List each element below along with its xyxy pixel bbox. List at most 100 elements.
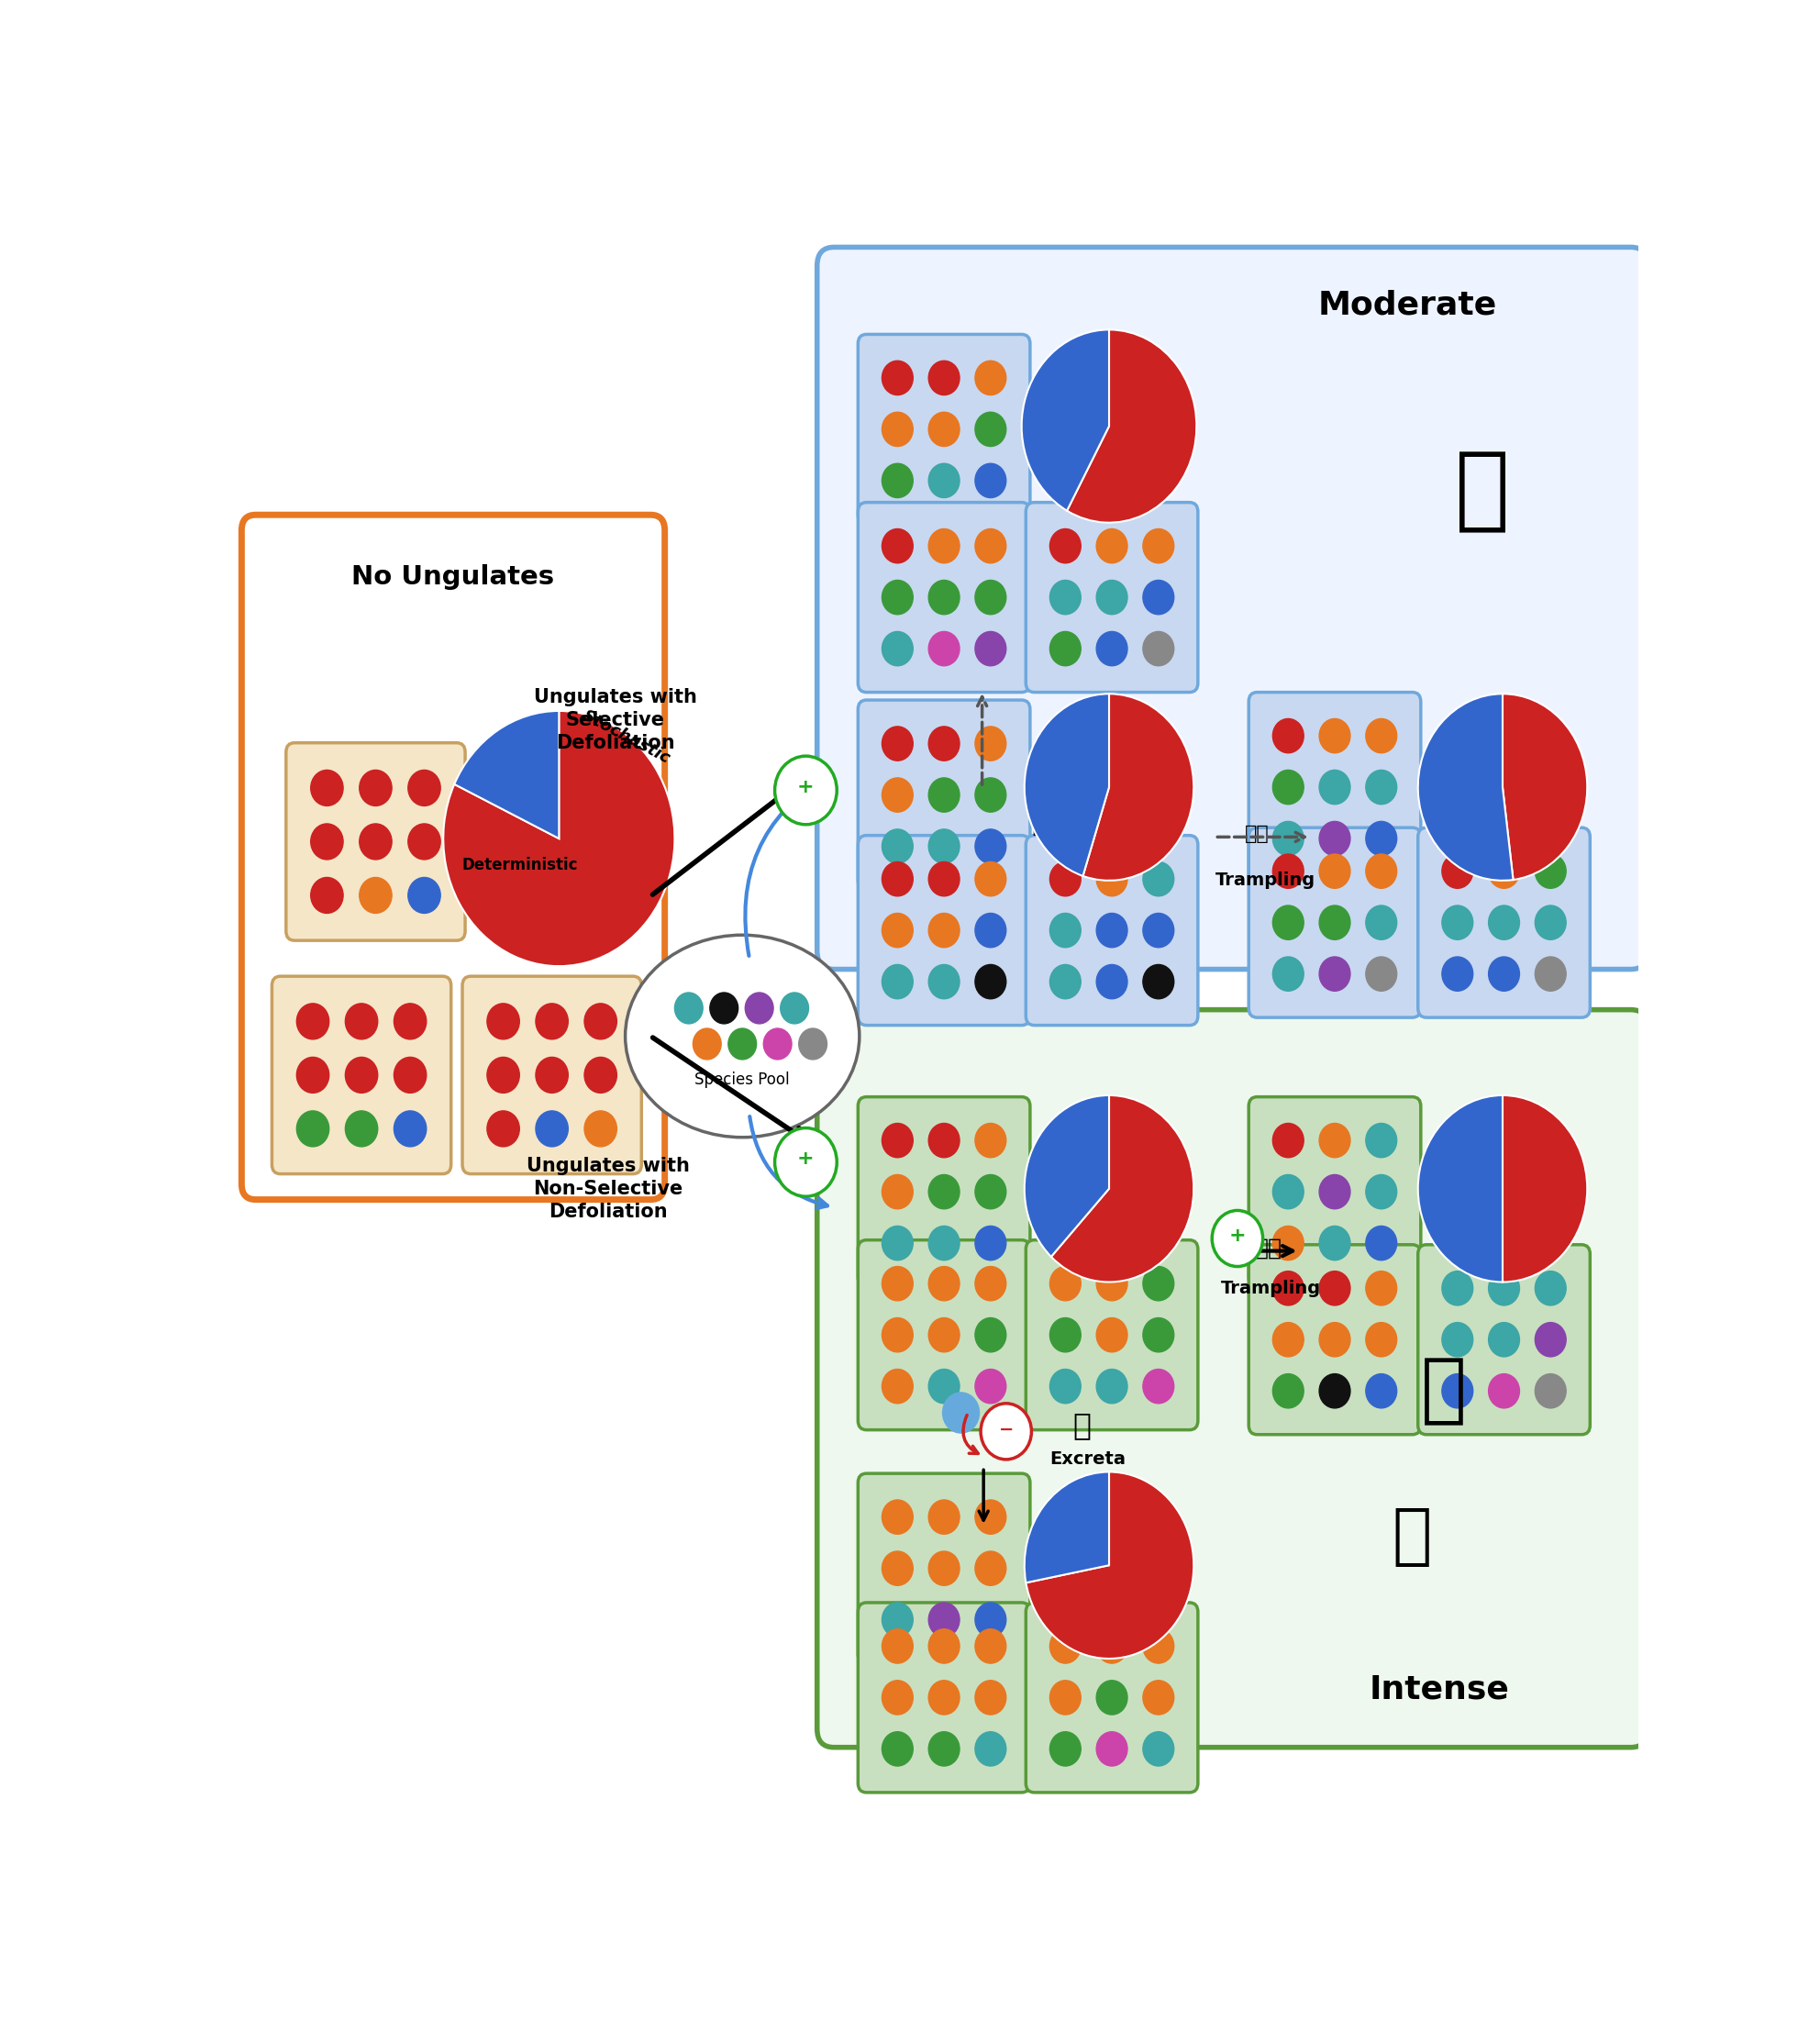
Circle shape [1050,1679,1081,1714]
Circle shape [1050,580,1081,614]
Text: 🐾🐾: 🐾🐾 [1245,825,1269,843]
Circle shape [1365,855,1396,889]
Circle shape [883,1318,914,1352]
Circle shape [1096,530,1127,564]
Circle shape [1096,1368,1127,1403]
Circle shape [883,1267,914,1302]
Circle shape [1143,1679,1174,1714]
Circle shape [1272,821,1303,855]
FancyBboxPatch shape [1249,1245,1421,1435]
Text: +: + [797,1150,814,1168]
Circle shape [928,726,959,760]
Circle shape [928,580,959,614]
Circle shape [1489,855,1520,889]
Circle shape [928,1552,959,1586]
FancyBboxPatch shape [1026,1241,1198,1431]
Circle shape [393,1004,426,1039]
Text: Species Pool: Species Pool [695,1071,790,1087]
Circle shape [1534,1374,1565,1409]
Circle shape [928,1732,959,1766]
Circle shape [1365,956,1396,990]
FancyBboxPatch shape [857,1603,1030,1793]
Circle shape [883,1679,914,1714]
Circle shape [535,1112,568,1146]
Circle shape [1320,1322,1350,1356]
Circle shape [1534,855,1565,889]
Circle shape [1272,905,1303,940]
Circle shape [1489,905,1520,940]
Circle shape [488,1112,519,1146]
Wedge shape [1021,329,1108,511]
Circle shape [1320,821,1350,855]
Text: Ungulates with
Non-Selective
Defoliation: Ungulates with Non-Selective Defoliation [526,1156,690,1221]
Circle shape [311,877,344,913]
Circle shape [584,1057,617,1093]
Circle shape [928,913,959,948]
Circle shape [1534,956,1565,990]
Circle shape [1096,964,1127,998]
Text: 💩: 💩 [1050,780,1068,810]
Text: Trampling: Trampling [1221,1279,1321,1297]
Circle shape [976,726,1006,760]
Circle shape [744,992,774,1025]
Circle shape [488,1004,519,1039]
Circle shape [1320,905,1350,940]
Circle shape [976,1227,1006,1261]
Circle shape [928,1227,959,1261]
Circle shape [1365,1271,1396,1306]
Circle shape [976,631,1006,665]
Circle shape [408,825,440,859]
Circle shape [1365,1322,1396,1356]
Circle shape [297,1057,329,1093]
Circle shape [1050,1267,1081,1302]
FancyBboxPatch shape [462,976,641,1174]
Circle shape [1272,1124,1303,1158]
Circle shape [1320,1374,1350,1409]
Circle shape [488,1057,519,1093]
Circle shape [928,362,959,394]
Circle shape [675,992,703,1025]
Circle shape [1534,1271,1565,1306]
Circle shape [883,913,914,948]
Circle shape [883,778,914,812]
Text: −: − [999,1421,1014,1439]
Text: Trampling: Trampling [1216,871,1316,889]
Circle shape [693,1029,721,1059]
Circle shape [1212,1211,1263,1267]
FancyBboxPatch shape [1026,835,1198,1025]
Wedge shape [444,711,675,966]
Circle shape [883,1732,914,1766]
Circle shape [1050,1732,1081,1766]
Text: 💩: 💩 [1074,1411,1092,1441]
Text: 🐾🐾: 🐾🐾 [1254,1237,1283,1259]
Circle shape [976,913,1006,948]
Circle shape [1272,770,1303,804]
Circle shape [1489,1271,1520,1306]
Wedge shape [1503,693,1587,879]
Text: Moderate: Moderate [1318,289,1498,321]
Circle shape [1050,530,1081,564]
Circle shape [1365,719,1396,754]
Circle shape [976,1603,1006,1637]
Wedge shape [1083,693,1194,881]
Circle shape [928,778,959,812]
Circle shape [976,1267,1006,1302]
Text: 🐄: 🐄 [1420,1354,1467,1429]
Text: Intense: Intense [1370,1673,1511,1706]
FancyBboxPatch shape [1418,1245,1591,1435]
FancyBboxPatch shape [817,1010,1647,1748]
Circle shape [1143,1732,1174,1766]
Circle shape [1441,1374,1472,1409]
Text: Excreta: Excreta [1032,823,1108,839]
Circle shape [1143,1629,1174,1663]
Circle shape [928,1267,959,1302]
Circle shape [1143,580,1174,614]
Circle shape [1441,1322,1472,1356]
Wedge shape [1503,1095,1587,1281]
Circle shape [928,1679,959,1714]
Circle shape [1489,1322,1520,1356]
FancyBboxPatch shape [286,744,466,940]
Circle shape [976,1174,1006,1209]
Circle shape [883,964,914,998]
Circle shape [976,1629,1006,1663]
